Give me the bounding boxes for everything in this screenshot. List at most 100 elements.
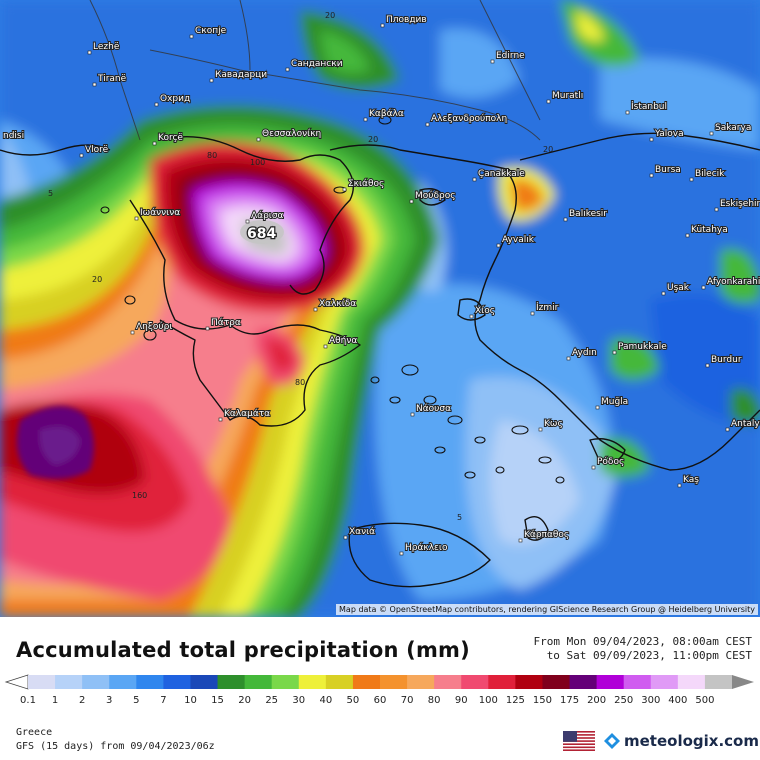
scale-tick-label: 60 xyxy=(374,695,387,706)
scale-swatch xyxy=(352,675,381,689)
city-label: Balıkesir xyxy=(569,209,607,219)
city-marker xyxy=(625,110,630,115)
scale-swatch xyxy=(28,675,56,689)
city-marker xyxy=(285,67,290,72)
scale-tick-label: 70 xyxy=(401,695,414,706)
city-label: Pamukkale xyxy=(618,342,667,352)
scale-swatch xyxy=(515,675,543,689)
scale-tick-label: 400 xyxy=(668,695,687,706)
city-marker xyxy=(563,217,568,222)
city-marker xyxy=(79,153,84,158)
scale-swatch xyxy=(136,675,164,689)
city-marker xyxy=(612,350,617,355)
scale-tick-label: 7 xyxy=(160,695,166,706)
scale-swatch xyxy=(677,675,706,689)
scale-swatch xyxy=(190,675,219,689)
scale-tick-label: 150 xyxy=(533,695,552,706)
city-marker xyxy=(134,216,139,221)
city-marker xyxy=(661,291,666,296)
scale-tick-label: 80 xyxy=(428,695,441,706)
city-label: Ληξούρι xyxy=(136,321,172,332)
city-marker xyxy=(701,285,706,290)
city-marker xyxy=(685,233,690,238)
scale-tick-label: 2 xyxy=(79,695,85,706)
precipitation-map[interactable]: 5 20 80 100 80 160 20 20 20 5 684 Пловди… xyxy=(0,0,760,617)
period-to: to Sat 09/09/2023, 11:00pm CEST xyxy=(546,649,752,662)
city-marker xyxy=(245,219,250,224)
city-label: Κάρπαθος xyxy=(524,530,569,540)
borders xyxy=(89,0,541,141)
scale-tick-label: 25 xyxy=(265,695,278,706)
period-from: From Mon 09/04/2023, 08:00am CEST xyxy=(533,635,752,648)
scale-swatch xyxy=(244,675,273,689)
scale-tick-label: 90 xyxy=(455,695,468,706)
city-label: Αθήνα xyxy=(329,336,357,346)
us-flag-icon[interactable] xyxy=(563,731,595,751)
scale-swatch xyxy=(596,675,625,689)
city-label: Tiranë xyxy=(97,74,127,84)
forecast-period: From Mon 09/04/2023, 08:00am CEST to Sat… xyxy=(533,635,752,663)
scale-swatch xyxy=(380,675,408,689)
scale-swatch xyxy=(55,675,83,689)
scale-swatch xyxy=(542,675,571,689)
city-marker xyxy=(380,23,385,28)
chart-title: Accumulated total precipitation (mm) xyxy=(16,638,470,662)
city-marker xyxy=(399,551,404,556)
scale-swatch xyxy=(704,675,733,689)
scale-swatch xyxy=(298,675,327,689)
city-label: Sakarya xyxy=(715,123,751,133)
city-label: Muğla xyxy=(601,397,628,407)
scale-tick-label: 1 xyxy=(52,695,58,706)
city-marker xyxy=(256,137,261,142)
city-marker xyxy=(363,117,368,122)
city-marker xyxy=(595,405,600,410)
city-label: ndisi xyxy=(3,131,24,141)
max-value-label: 684 xyxy=(247,226,276,242)
scale-tick-label: 5 xyxy=(133,695,139,706)
city-label: İstanbul xyxy=(631,101,667,112)
contour-label: 20 xyxy=(543,145,553,154)
brand-logo[interactable]: meteologix.com xyxy=(603,730,759,752)
contour-label: 80 xyxy=(295,378,305,387)
city-label: Θεσσαλονίκη xyxy=(262,129,321,139)
city-label: Muratlı xyxy=(552,91,583,101)
scale-tick-label: 175 xyxy=(560,695,579,706)
contour-label: 5 xyxy=(457,513,462,522)
city-marker xyxy=(152,141,157,146)
city-marker xyxy=(649,173,654,178)
scale-swatch xyxy=(569,675,598,689)
city-label: İzmir xyxy=(536,302,559,313)
city-label: Çanakkale xyxy=(478,169,525,179)
scale-tick-label: 250 xyxy=(614,695,633,706)
city-label: Сандански xyxy=(291,59,343,69)
city-label: Μούδρος xyxy=(415,190,456,201)
city-label: Bilecik xyxy=(695,169,725,179)
city-label: Kütahya xyxy=(691,225,728,235)
scale-swatch xyxy=(488,675,516,689)
city-marker xyxy=(154,102,159,107)
scale-tick-label: 500 xyxy=(695,695,714,706)
city-marker xyxy=(689,177,694,182)
model-run-label: GFS (15 days) from 09/04/2023/06z xyxy=(16,741,215,752)
city-label: Vlorë xyxy=(85,145,109,155)
city-marker xyxy=(496,243,501,248)
city-label: Охрид xyxy=(160,94,190,104)
map-attribution: Map data © OpenStreetMap contributors, r… xyxy=(336,604,758,615)
city-label: Aydın xyxy=(572,348,597,358)
contour-labels: 5 20 80 100 80 160 20 20 20 5 xyxy=(48,11,553,522)
city-label: Χανιά xyxy=(349,527,375,537)
city-marker xyxy=(566,356,571,361)
scale-tick-label: 300 xyxy=(641,695,660,706)
city-marker xyxy=(709,131,714,136)
city-marker xyxy=(530,311,535,316)
city-label: Скопје xyxy=(195,26,227,36)
scale-tick-label: 200 xyxy=(587,695,606,706)
city-label: Καβάλα xyxy=(369,109,404,119)
scale-swatch xyxy=(407,675,435,689)
scale-max-arrow xyxy=(732,675,754,689)
scale-tick-label: 40 xyxy=(319,695,332,706)
city-label: Ηράκλειο xyxy=(405,543,448,553)
meteologix-logo-icon xyxy=(604,733,620,749)
scale-tick-label: 15 xyxy=(211,695,224,706)
city-marker xyxy=(714,207,719,212)
